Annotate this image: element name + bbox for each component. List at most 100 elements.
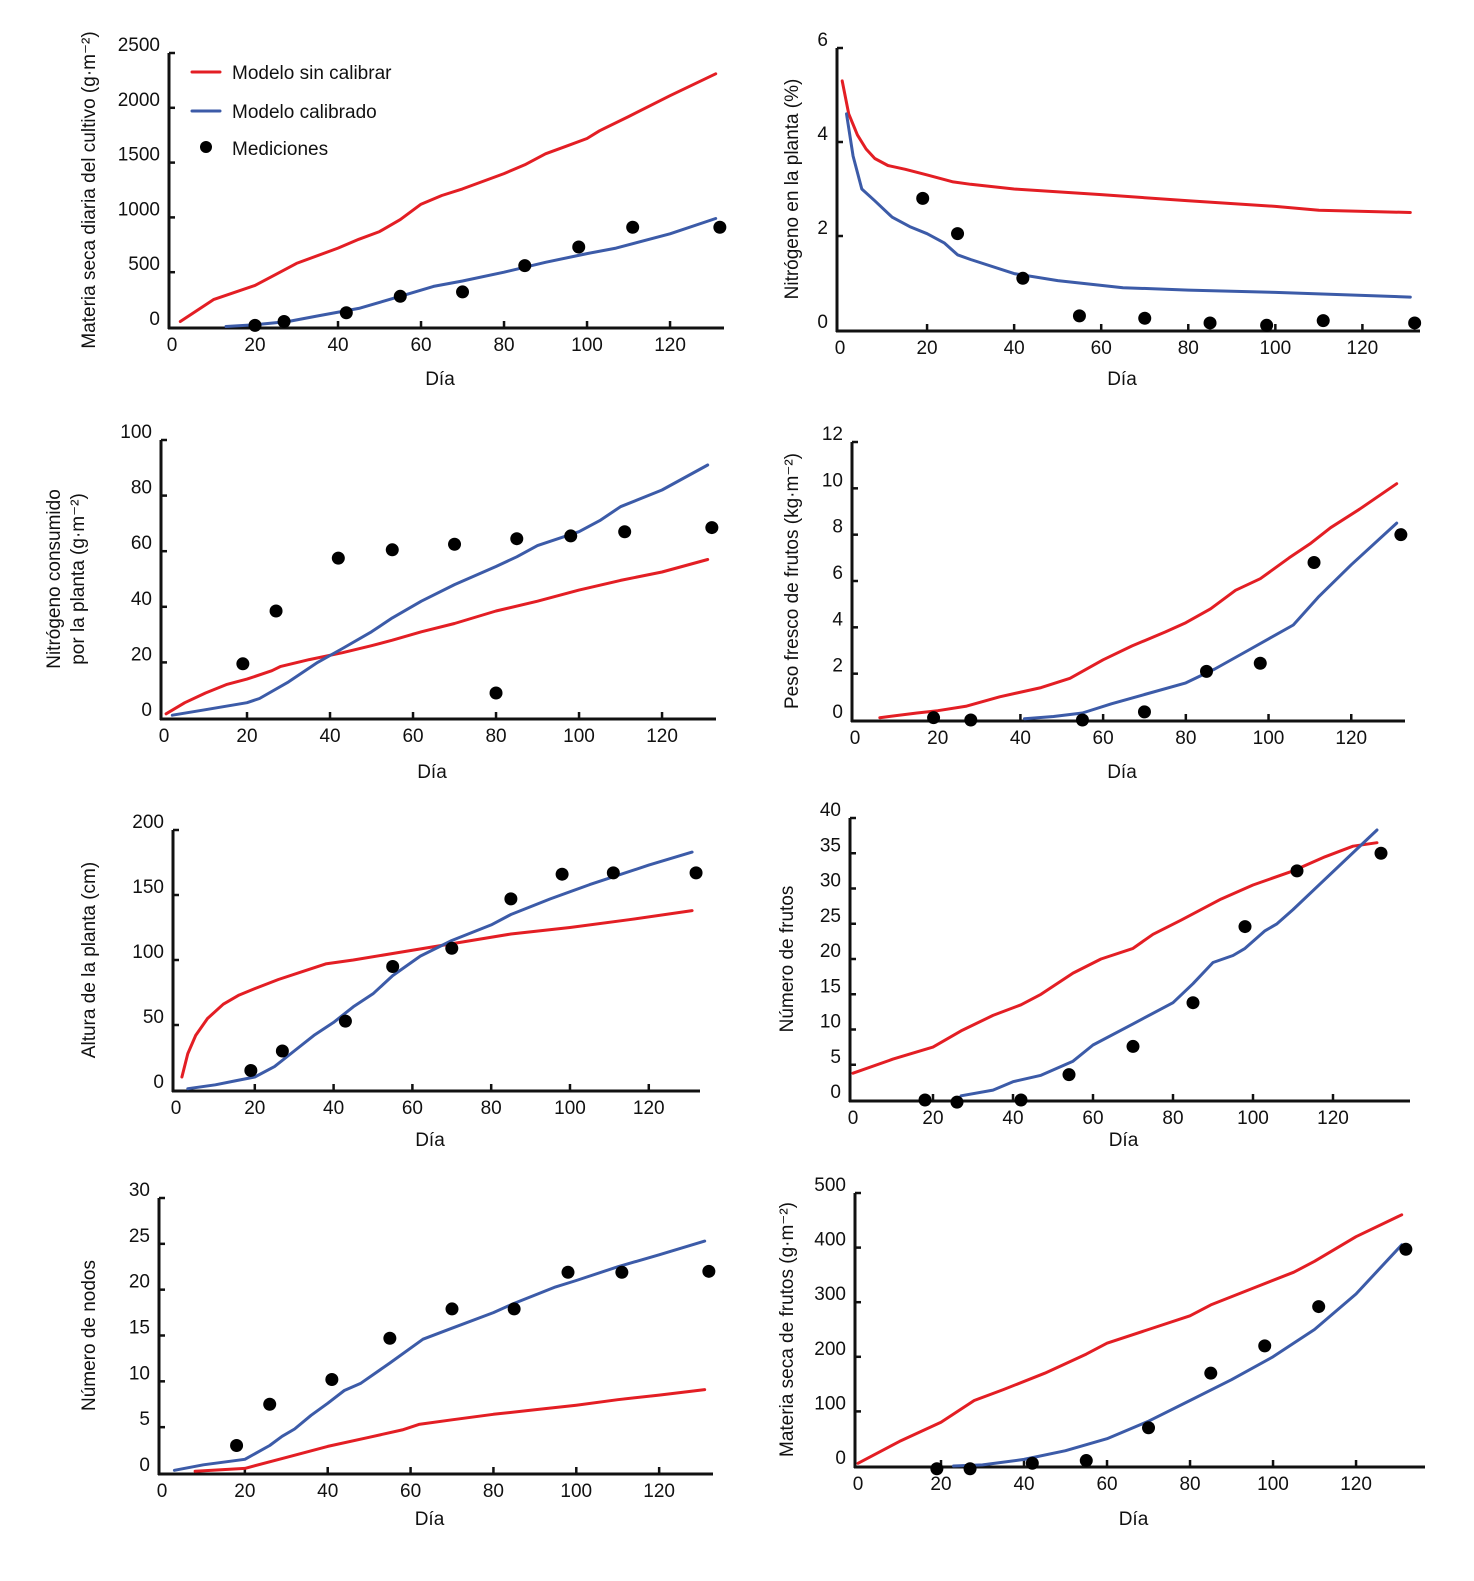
x-tick-label: 60 [400, 1481, 421, 1502]
measurement-point [1025, 1456, 1039, 1470]
measurement-point [606, 866, 620, 880]
x-tick-label: 80 [493, 335, 514, 356]
x-tick-label: 0 [159, 726, 170, 747]
y-tick-label: 6 [832, 563, 843, 584]
measurement-point [564, 529, 578, 543]
measurement-point [963, 1462, 977, 1476]
series-line-calibrated [1023, 521, 1399, 721]
series-line-uncalibrated [840, 79, 1412, 214]
measurement-point [615, 1265, 629, 1279]
measurement-point [1238, 920, 1252, 934]
measurement-point [277, 315, 291, 329]
x-axis-title: Día [1119, 1509, 1149, 1530]
y-tick-label: 30 [129, 1180, 150, 1201]
x-tick-label: 80 [483, 1481, 504, 1502]
x-tick-label: 0 [157, 1481, 168, 1502]
y-tick-label: 20 [129, 1272, 150, 1293]
x-tick-label: 60 [1093, 728, 1114, 749]
panel-nitrogeno-consumido: 0 20 40 60 80 100 0 20 40 60 80 100 120 Día Nitrógeno … [44, 422, 719, 783]
y-tick-label: 40 [131, 589, 152, 610]
y-tick-label: 0 [153, 1072, 164, 1093]
x-tick-label: 80 [1175, 728, 1196, 749]
y-tick-label: 6 [817, 30, 828, 51]
measurement-point [1062, 1068, 1076, 1082]
x-tick-label: 40 [319, 726, 340, 747]
measurement-point [964, 713, 978, 727]
y-tick-label: 2 [817, 218, 828, 239]
y-axis-title: Altura de la planta (cm) [79, 862, 100, 1058]
series-line-calibrated [959, 828, 1379, 1098]
measurement-point [338, 1014, 352, 1028]
measurement-point [489, 686, 503, 700]
y-tick-label: 15 [129, 1318, 150, 1339]
measurement-point [1260, 318, 1274, 332]
x-tick-label: 20 [244, 335, 265, 356]
measurement-point [618, 525, 632, 539]
y-tick-label: 150 [132, 877, 164, 898]
y-tick-label: 200 [132, 812, 164, 833]
x-tick-label: 120 [654, 335, 686, 356]
y-tick-label: 30 [820, 871, 841, 892]
x-axis-title: Día [1107, 369, 1137, 390]
measurement-point [445, 1302, 459, 1316]
legend: Modelo sin calibrar Modelo calibrado Med… [190, 63, 392, 160]
x-axis-title: Día [425, 369, 455, 390]
x-tick-label: 60 [402, 1098, 423, 1119]
legend-swatch-measurements [200, 141, 212, 153]
measurement-point [385, 543, 399, 557]
measurement-point [1072, 309, 1086, 323]
x-tick-label: 40 [1004, 338, 1025, 359]
x-tick-label: 0 [848, 1108, 859, 1129]
y-tick-label: 12 [822, 424, 843, 445]
x-tick-label: 120 [643, 1481, 675, 1502]
series-line-uncalibrated [856, 1213, 1404, 1465]
measurement-point [689, 866, 703, 880]
series-line-calibrated [224, 217, 718, 328]
x-axis-title: Día [417, 762, 447, 783]
measurement-point [248, 318, 262, 332]
y-tick-label: 10 [820, 1012, 841, 1033]
measurement-point [918, 1093, 932, 1107]
y-tick-label: 0 [139, 1455, 150, 1476]
x-tick-label: 120 [1347, 338, 1379, 359]
measurement-point [713, 220, 727, 234]
x-tick-label: 100 [1257, 1474, 1289, 1495]
measurement-point [339, 306, 353, 320]
y-tick-label: 2000 [118, 90, 160, 111]
x-tick-label: 20 [916, 338, 937, 359]
y-tick-label: 0 [835, 1448, 846, 1469]
x-tick-label: 120 [1340, 1474, 1372, 1495]
measurement-point [555, 867, 569, 881]
y-tick-label: 4 [817, 124, 828, 145]
measurement-point [456, 285, 470, 299]
y-tick-label: 10 [822, 470, 843, 491]
x-tick-label: 120 [633, 1098, 665, 1119]
panel-numero-nodos: 0 5 10 15 20 25 30 0 20 40 60 80 100 120 Día Número de … [79, 1180, 716, 1530]
y-tick-label: 4 [832, 609, 843, 630]
y-axis-title: por la planta (g·m⁻²) [68, 493, 89, 665]
y-tick-label: 500 [814, 1175, 846, 1196]
x-tick-label: 20 [922, 1108, 943, 1129]
x-tick-label: 100 [1253, 728, 1285, 749]
measurement-point [230, 1439, 244, 1452]
y-axis-title: Número de nodos [79, 1260, 100, 1411]
x-tick-label: 20 [244, 1098, 265, 1119]
measurement-point [1253, 656, 1267, 670]
x-tick-label: 60 [1096, 1474, 1117, 1495]
measurement-point [518, 259, 532, 273]
panel-materia-seca-cultivo: 0 500 1000 1500 2000 2500 0 20 40 60 80 100 120 Día Ma… [79, 31, 727, 390]
x-axis-title: Día [1107, 762, 1137, 783]
y-tick-label: 8 [832, 517, 843, 538]
measurement-point [393, 289, 407, 303]
x-tick-label: 100 [1259, 338, 1291, 359]
y-tick-label: 1500 [118, 145, 160, 166]
measurement-point [383, 1331, 397, 1345]
series-line-calibrated [186, 850, 694, 1091]
y-axis-title: Materia seca diaria del cultivo (g·m⁻²) [79, 31, 100, 348]
x-tick-label: 40 [1002, 1108, 1023, 1129]
x-tick-label: 120 [1317, 1108, 1349, 1129]
measurement-point [1408, 316, 1422, 330]
measurement-point [1258, 1339, 1272, 1353]
